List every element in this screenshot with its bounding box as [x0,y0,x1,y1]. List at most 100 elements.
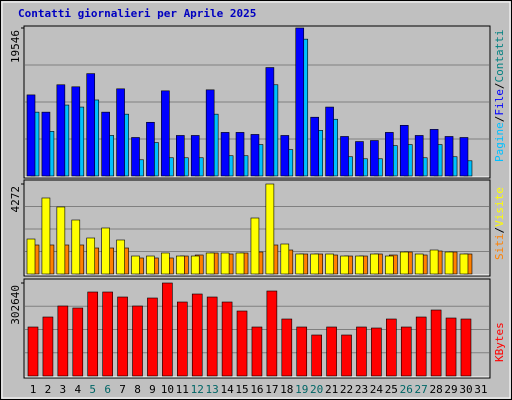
bar [41,111,51,177]
bar [87,291,99,377]
legend-entry: Contatti [493,30,506,83]
bar [326,326,337,377]
bar [205,89,215,177]
bar [235,132,245,177]
x-tick-label: 26 [400,383,413,396]
y-tick-label: 4272 [9,186,22,213]
bar [131,137,140,177]
bar [310,116,319,177]
x-tick-label: 13 [206,383,219,396]
x-tick-label: 14 [220,383,234,396]
bar [399,125,409,177]
bar [371,327,382,377]
bar [220,252,230,275]
bar [445,317,457,377]
bar [190,255,200,275]
bar [57,305,69,377]
bar [220,132,230,177]
bar [281,318,293,377]
bar [236,310,248,377]
bar [311,334,322,377]
bar [265,67,275,177]
bar [429,249,439,275]
bar [250,134,260,177]
legend-entry: KBytes [493,322,506,362]
x-tick-label: 28 [429,383,442,396]
x-tick-label: 24 [370,383,384,396]
x-tick-label: 6 [104,383,111,396]
bar [71,219,81,275]
x-tick-label: 15 [235,383,248,396]
y-tick-label: 19546 [9,30,22,63]
x-tick-label: 2 [45,383,52,396]
bar [161,252,170,275]
bar [116,88,125,177]
bar [86,73,96,177]
x-tick-label: 5 [89,383,96,396]
bar [116,239,125,275]
bar [385,255,394,275]
bar [325,253,334,275]
bar [41,197,51,275]
x-tick-label: 27 [415,383,428,396]
bar [415,316,427,377]
bar [459,253,469,275]
bar [399,251,409,275]
legend: Pagine/File/Contatti [493,30,506,162]
x-tick-label: 7 [119,383,126,396]
bar [26,94,36,177]
bar [355,141,364,177]
x-tick-label: 18 [280,383,293,396]
x-tick-label: 19 [295,383,308,396]
legend-separator: / [493,227,506,234]
bar [146,255,155,275]
chart-title: Contatti giornalieri per Aprile 2025 [18,7,256,20]
x-tick-label: 22 [340,383,353,396]
bar [280,135,290,177]
bar [370,140,379,177]
x-tick-label: 9 [149,383,156,396]
x-tick-label: 31 [474,383,487,396]
bar [340,136,349,177]
bar [341,334,352,377]
bar [266,290,278,377]
bar [101,111,110,177]
x-tick-label: 10 [161,383,174,396]
bar [355,255,364,275]
bar [280,243,290,275]
bar [72,307,84,377]
bar [340,255,349,275]
bar [296,326,308,377]
bar [414,253,424,275]
legend-entry: Siti [493,234,506,261]
bar [295,27,305,177]
bar [386,318,397,377]
bar [295,253,305,275]
bar [460,318,472,377]
y-tick-label: 302640 [9,285,22,325]
bar [161,90,170,177]
bar [414,135,424,177]
bar [42,316,54,377]
bar [56,84,66,177]
x-tick-label: 8 [134,383,141,396]
bar [27,326,39,377]
bar [356,326,367,377]
x-tick-label: 1 [30,383,37,396]
bar [429,129,439,177]
bar [459,137,469,177]
bar [235,252,245,275]
bar [400,326,412,377]
x-tick-label: 17 [265,383,278,396]
bar [310,253,319,275]
bar [205,252,215,275]
x-tick-label: 29 [444,383,457,396]
x-tick-label: 12 [191,383,204,396]
x-tick-label: 11 [176,383,189,396]
bar [26,238,36,275]
bar [430,309,442,377]
bar [162,282,173,377]
bar [444,251,454,275]
bar [101,227,110,275]
